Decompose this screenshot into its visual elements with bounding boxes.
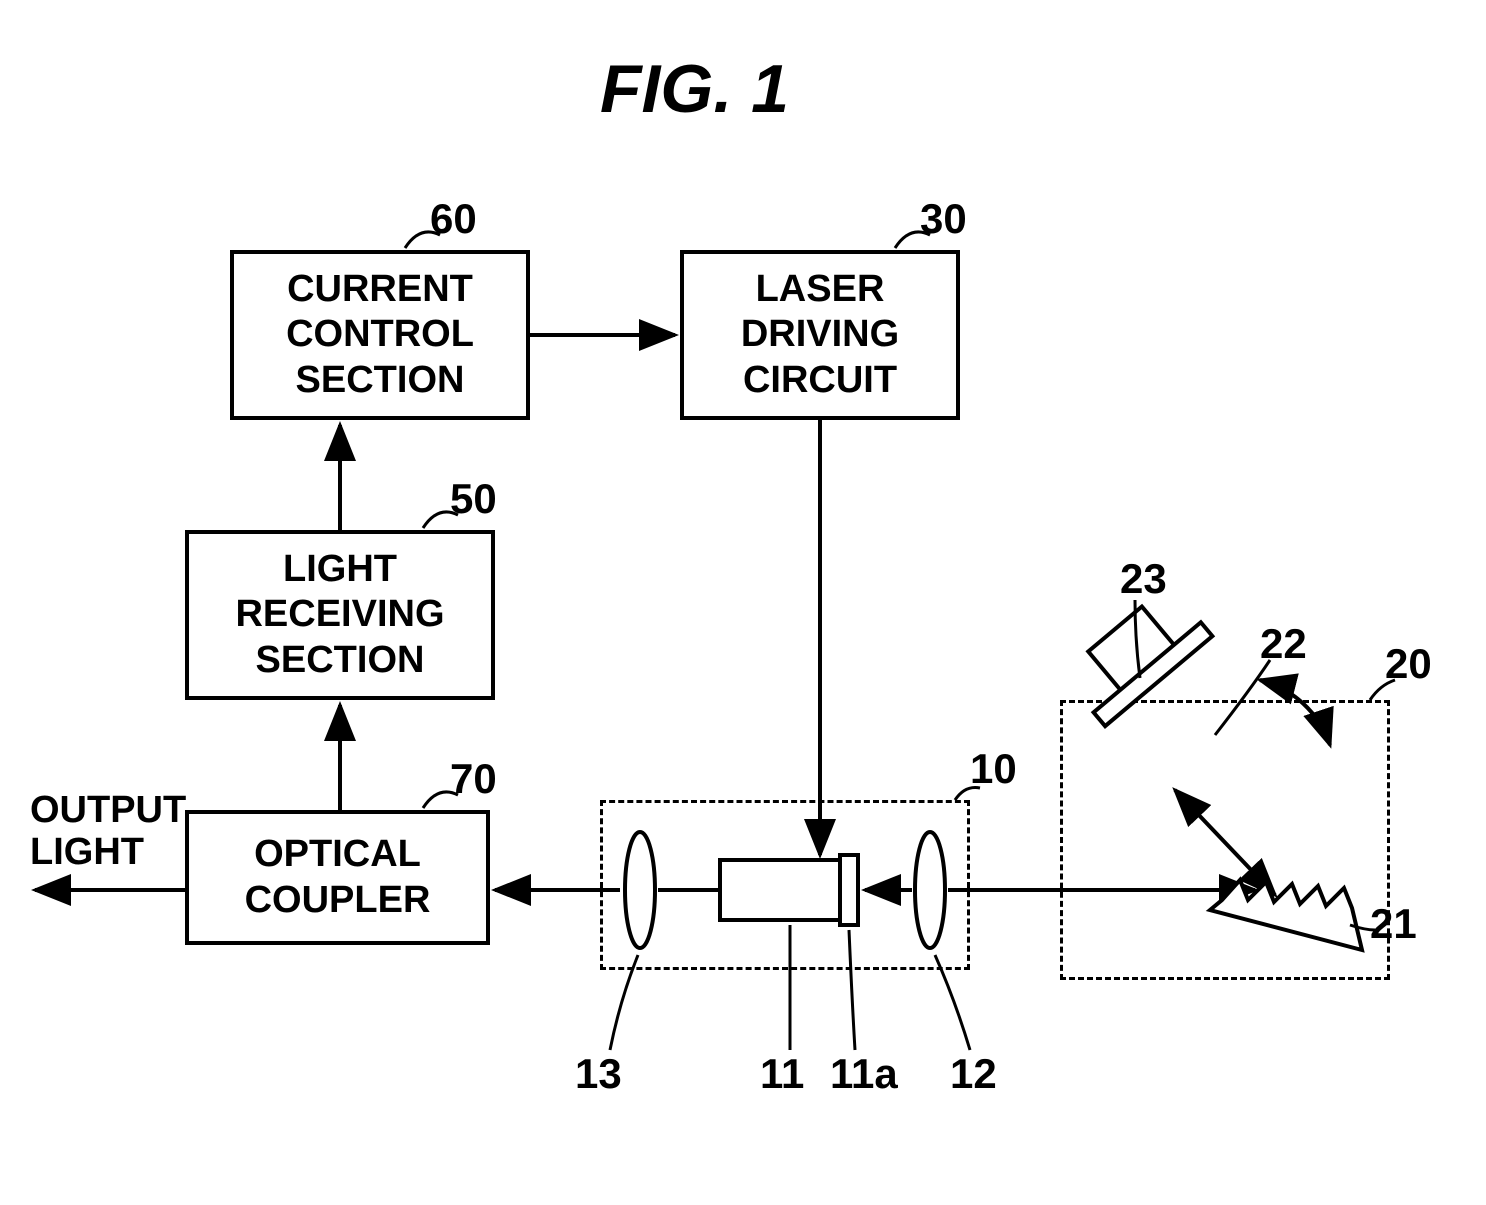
actuator-icon [1088,607,1177,694]
output-label-line: OUTPUT [30,790,186,832]
block-label: SECTION [296,358,465,404]
block-label: CIRCUIT [743,358,897,404]
block-label: LIGHT [283,547,397,593]
ref-20: 20 [1385,640,1432,688]
ref-12: 12 [950,1050,997,1098]
block-label: SECTION [256,638,425,684]
ref-60: 60 [430,195,477,243]
block-label: CONTROL [286,312,474,358]
ref-11a: 11a [830,1050,898,1098]
light-receiving-block: LIGHT RECEIVING SECTION [185,530,495,700]
source-group [600,800,970,970]
ref-10: 10 [970,745,1017,793]
output-light-label: OUTPUT LIGHT [30,790,186,874]
block-label: OPTICAL [254,832,421,878]
ref-13: 13 [575,1050,622,1098]
ref-23: 23 [1120,555,1167,603]
ref-11: 11 [760,1050,804,1098]
figure-title: FIG. 1 [600,50,789,128]
current-control-block: CURRENT CONTROL SECTION [230,250,530,420]
ref-70: 70 [450,755,497,803]
block-label: DRIVING [741,312,899,358]
ref-30: 30 [920,195,967,243]
ref-22: 22 [1260,620,1307,668]
laser-driving-block: LASER DRIVING CIRCUIT [680,250,960,420]
block-label: CURRENT [287,267,473,313]
ref-21: 21 [1370,900,1417,948]
output-label-line: LIGHT [30,832,186,874]
optical-coupler-block: OPTICAL COUPLER [185,810,490,945]
leader-23 [1135,600,1140,678]
block-label: RECEIVING [235,592,444,638]
ref-50: 50 [450,475,497,523]
block-label: LASER [756,267,885,313]
block-label: COUPLER [245,878,431,924]
selector-group [1060,700,1390,980]
